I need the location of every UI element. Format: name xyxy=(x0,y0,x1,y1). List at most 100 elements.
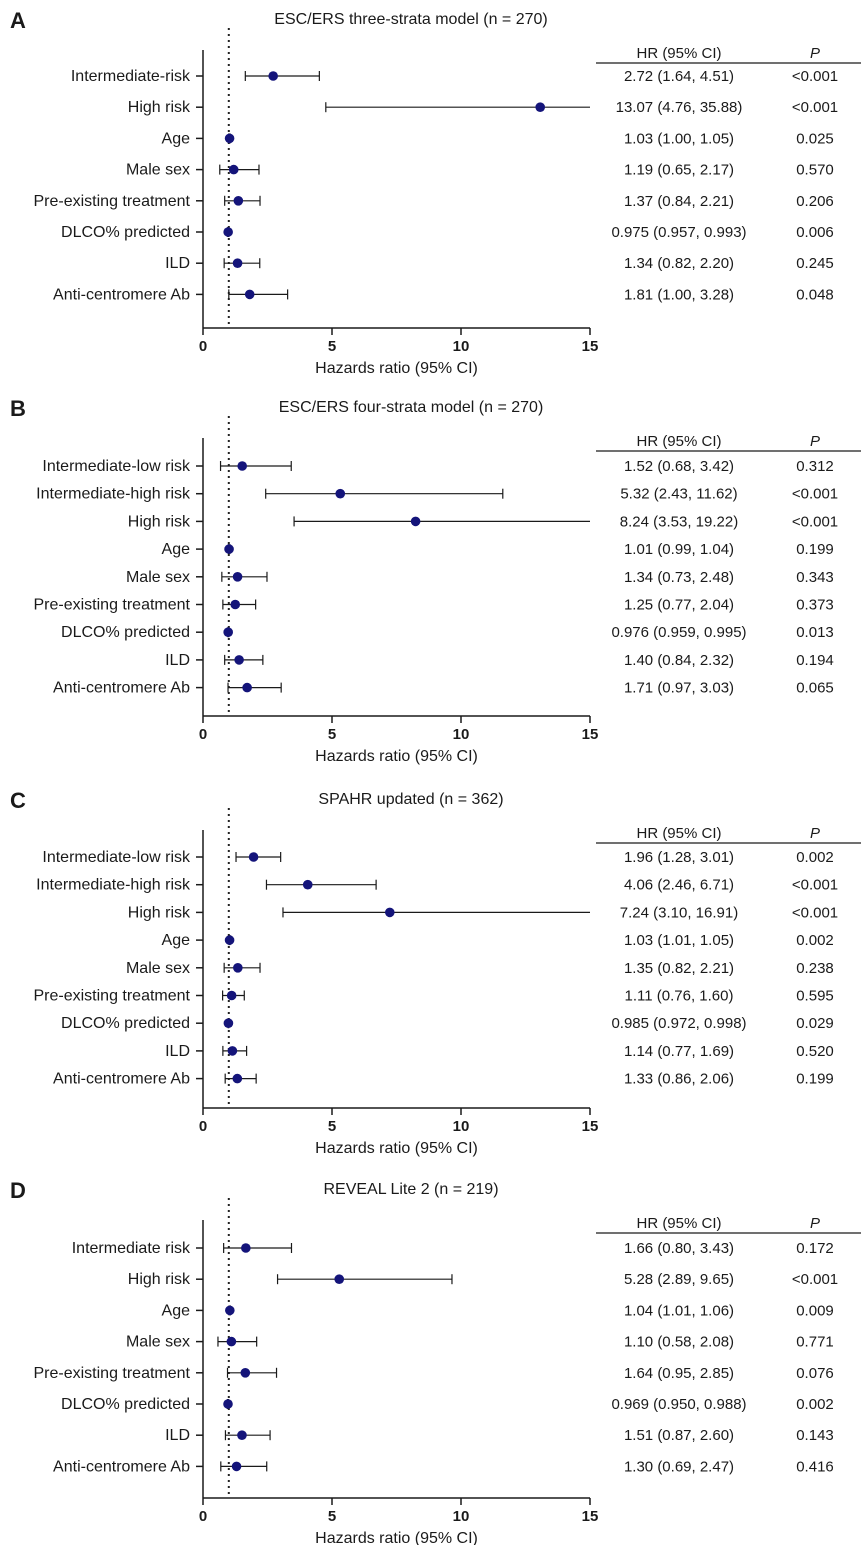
panel-label: C xyxy=(10,788,26,813)
row-label: ILD xyxy=(165,1043,190,1060)
row-label: Anti-centromere Ab xyxy=(53,286,190,303)
row-label: ILD xyxy=(165,652,190,669)
x-tick-label: 10 xyxy=(453,1118,470,1135)
x-tick-label: 0 xyxy=(199,1118,207,1135)
x-axis-label: Hazards ratio (95% CI) xyxy=(315,360,478,377)
hr-ci-value: 1.34 (0.82, 2.20) xyxy=(624,255,734,272)
hr-point xyxy=(335,488,346,499)
hr-ci-value: 8.24 (3.53, 19.22) xyxy=(620,513,738,530)
p-value: <0.001 xyxy=(792,99,838,116)
row-label: DLCO% predicted xyxy=(61,1396,190,1413)
x-tick-label: 5 xyxy=(328,1508,336,1525)
p-value: 0.570 xyxy=(796,162,834,179)
p-value: <0.001 xyxy=(792,904,838,921)
row-label: Anti-centromere Ab xyxy=(53,1458,190,1475)
p-column-header: P xyxy=(810,433,820,450)
panel-b: B ESC/ERS four-strata model (n = 270) HR (… xyxy=(10,396,861,765)
hr-point xyxy=(232,1073,243,1084)
p-value: 0.065 xyxy=(796,680,834,697)
p-value: 0.199 xyxy=(796,1071,834,1088)
p-value: 0.006 xyxy=(796,224,834,241)
hr-ci-value: 0.976 (0.959, 0.995) xyxy=(611,624,746,641)
hr-point xyxy=(223,1399,233,1409)
p-value: 0.172 xyxy=(796,1240,834,1257)
p-value: 0.416 xyxy=(796,1458,834,1475)
x-tick-label: 15 xyxy=(582,1118,599,1135)
row-label: Age xyxy=(162,541,191,558)
row-label: Anti-centromere Ab xyxy=(53,680,190,697)
p-value: 0.013 xyxy=(796,624,834,641)
hr-ci-value: 1.81 (1.00, 3.28) xyxy=(624,286,734,303)
row-label: Intermediate risk xyxy=(72,1240,191,1257)
hr-point xyxy=(241,1243,251,1253)
x-tick-label: 10 xyxy=(453,726,470,743)
p-value: 0.025 xyxy=(796,130,834,147)
panel-title: REVEAL Lite 2 (n = 219) xyxy=(323,1181,498,1198)
hr-point xyxy=(226,1336,237,1347)
p-value: 0.002 xyxy=(796,932,834,949)
hr-ci-value: 1.37 (0.84, 2.21) xyxy=(624,193,734,210)
p-value: 0.143 xyxy=(796,1427,834,1444)
p-value: 0.002 xyxy=(796,849,834,866)
hr-ci-value: 1.03 (1.01, 1.05) xyxy=(624,932,734,949)
hr-ci-value: 1.96 (1.28, 3.01) xyxy=(624,849,734,866)
hr-ci-value: 13.07 (4.76, 35.88) xyxy=(616,99,743,116)
row-label: Male sex xyxy=(126,569,190,586)
hr-point xyxy=(248,852,259,862)
hr-point xyxy=(334,1274,345,1284)
hr-ci-value: 1.66 (0.80, 3.43) xyxy=(624,1240,734,1257)
hr-point xyxy=(384,907,395,918)
p-value: <0.001 xyxy=(792,1271,838,1288)
p-value: 0.076 xyxy=(796,1365,834,1382)
x-tick-label: 5 xyxy=(328,1118,336,1135)
row-label: Age xyxy=(162,1302,191,1319)
hr-point xyxy=(233,963,243,973)
hr-point xyxy=(228,164,239,175)
p-value: <0.001 xyxy=(792,486,838,503)
hr-point xyxy=(232,258,243,269)
row-label: High risk xyxy=(128,904,191,921)
row-label: Intermediate-low risk xyxy=(42,849,191,866)
hr-point xyxy=(240,1368,251,1378)
row-label: Intermediate-low risk xyxy=(42,458,191,475)
x-axis-label: Hazards ratio (95% CI) xyxy=(315,1140,478,1157)
hr-point xyxy=(225,1305,235,1316)
hr-ci-value: 1.51 (0.87, 2.60) xyxy=(624,1427,734,1444)
hr-ci-value: 1.11 (0.76, 1.60) xyxy=(625,988,734,1005)
p-value: 0.771 xyxy=(796,1334,834,1351)
hr-ci-value: 5.32 (2.43, 11.62) xyxy=(620,486,737,503)
hr-point xyxy=(224,935,235,945)
hr-ci-value: 1.14 (0.77, 1.69) xyxy=(624,1043,734,1060)
row-label: High risk xyxy=(128,1271,191,1288)
x-tick-label: 0 xyxy=(199,338,207,355)
x-tick-label: 0 xyxy=(199,726,207,743)
p-column-header: P xyxy=(810,45,820,62)
x-tick-label: 5 xyxy=(328,726,336,743)
x-axis-label: Hazards ratio (95% CI) xyxy=(315,748,478,765)
p-value: 0.029 xyxy=(796,1015,834,1032)
x-tick-label: 15 xyxy=(582,726,599,743)
x-tick-label: 10 xyxy=(453,1508,470,1525)
hr-ci-value: 0.969 (0.950, 0.988) xyxy=(611,1396,746,1413)
p-value: 0.194 xyxy=(796,652,834,669)
row-label: High risk xyxy=(128,513,191,530)
p-value: 0.343 xyxy=(796,569,834,586)
hr-point xyxy=(242,682,252,693)
hr-ci-value: 1.33 (0.86, 2.06) xyxy=(624,1071,734,1088)
row-label: Anti-centromere Ab xyxy=(53,1071,190,1088)
hr-ci-value: 4.06 (2.46, 6.71) xyxy=(624,877,734,894)
p-value: 0.312 xyxy=(796,458,834,475)
row-label: Male sex xyxy=(126,162,190,179)
hr-point xyxy=(223,227,233,237)
p-value: 0.373 xyxy=(796,597,834,614)
panel-label: A xyxy=(10,8,26,33)
hr-ci-value: 0.975 (0.957, 0.993) xyxy=(611,224,746,241)
hr-ci-value: 1.64 (0.95, 2.85) xyxy=(624,1365,734,1382)
panel-title: ESC/ERS four-strata model (n = 270) xyxy=(279,399,544,416)
p-value: <0.001 xyxy=(792,513,838,530)
x-tick-label: 10 xyxy=(453,338,470,355)
hr-ci-value: 1.03 (1.00, 1.05) xyxy=(624,130,734,147)
panel-label: D xyxy=(10,1178,26,1203)
row-label: Male sex xyxy=(126,960,190,977)
